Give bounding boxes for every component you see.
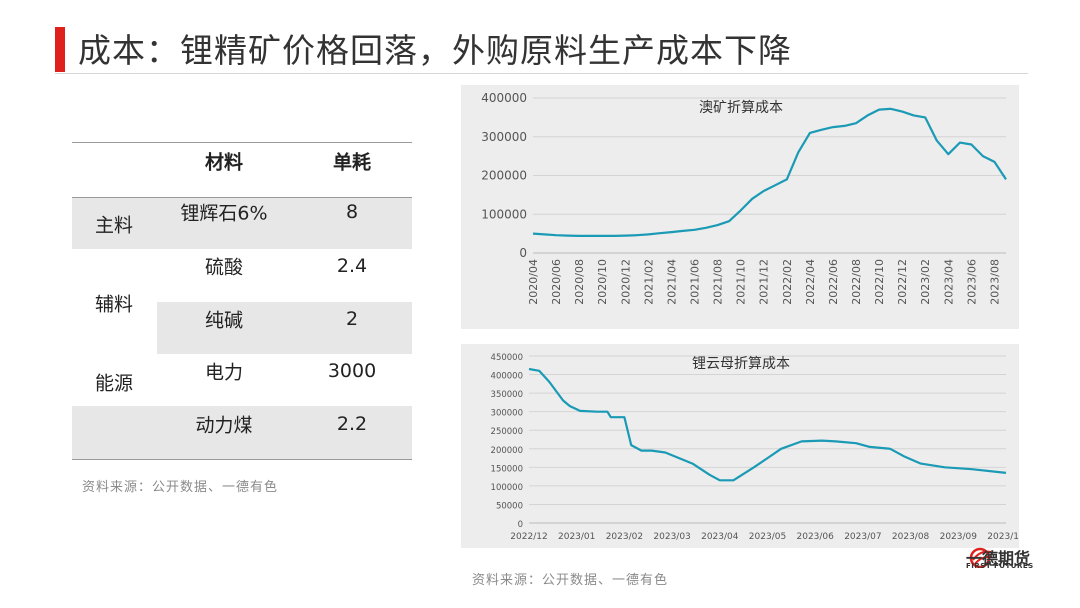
- table-top-border: [72, 142, 412, 143]
- group-main: 主料: [94, 214, 134, 237]
- y-tick-label: 150000: [491, 464, 523, 474]
- x-tick-label: 2023/09: [940, 532, 978, 542]
- x-tick-label: 2021/08: [712, 259, 725, 305]
- x-tick-label: 2020/08: [573, 259, 586, 305]
- x-tick-label: 2022/12: [510, 532, 547, 542]
- x-tick-label: 2021/06: [689, 259, 702, 305]
- title-accent-bar: [55, 27, 65, 72]
- x-tick-label: 2022/04: [804, 259, 817, 305]
- y-tick-label: 300000: [491, 409, 523, 419]
- x-tick-label: 2023/02: [606, 532, 643, 542]
- company-logo-name: 一德期货: [966, 549, 1031, 568]
- chart-title: 澳矿折算成本: [699, 100, 783, 116]
- x-tick-label: 2020/12: [619, 259, 632, 305]
- x-tick-label: 2023/02: [919, 259, 932, 305]
- group-energy: 能源: [94, 372, 134, 395]
- usage-cell: 8: [345, 201, 359, 223]
- series-line: [528, 367, 1007, 482]
- material-cell: 硫酸: [204, 256, 244, 279]
- chart-panel-lepidolite: 0 50000 100000 150000 200000 250000 300000 3500…: [461, 344, 1025, 548]
- usage-cell: 2.4: [336, 255, 368, 277]
- y-tick-label: 200000: [491, 446, 523, 456]
- source-note-right: 资料来源：公开数据、一德有色: [472, 573, 669, 588]
- series-line: [532, 107, 1007, 237]
- x-tick-label: 2023/06: [965, 259, 978, 305]
- x-tick-label: 2020/10: [596, 259, 609, 305]
- material-cell: 动力煤: [195, 414, 253, 437]
- x-tick-label: 2023/01: [558, 532, 595, 542]
- x-tick-label: 2023/03: [653, 532, 690, 542]
- x-tick-label: 2022/12: [896, 259, 909, 305]
- y-tick-label: 100000: [491, 483, 523, 493]
- x-tick-label: 2023/07: [844, 532, 881, 542]
- x-tick-label: 2022/10: [873, 259, 886, 305]
- company-logo-subtitle: FIRST FUTURES: [966, 562, 1034, 570]
- x-tick-label: 2023/05: [749, 532, 786, 542]
- y-tick-label: 400000: [491, 372, 523, 382]
- y-tick-label: 300000: [481, 130, 527, 144]
- y-tick-label: 400000: [481, 91, 527, 105]
- x-tick-label: 2020/04: [527, 259, 540, 305]
- australian-ore-cost-chart: 0 100000 200000 300000 400000 澳矿折算成本 2020/04 20…: [481, 91, 1007, 305]
- usage-cell: 3000: [327, 360, 377, 382]
- x-tick-label: 2021/04: [665, 259, 678, 305]
- y-tick-label: 0: [518, 520, 523, 530]
- material-cell: 锂辉石6%: [180, 202, 268, 225]
- consumption-table: 材料 单耗 主料 辅料 能源 锂辉石6% 8 硫酸 2.4 纯碱 2 电力 30…: [72, 142, 412, 460]
- table-bottom-border: [72, 459, 412, 460]
- x-tick-label: 2023/08: [892, 532, 930, 542]
- usage-cell: 2: [345, 308, 359, 330]
- header-usage: 单耗: [332, 151, 372, 174]
- x-tick-label: 2022/08: [850, 259, 863, 305]
- x-tick-label: 2020/06: [550, 259, 563, 305]
- table-header-border: [72, 197, 412, 198]
- x-tick-label: 2021/02: [642, 259, 655, 305]
- source-note-left: 资料来源：公开数据、一德有色: [82, 480, 279, 495]
- lepidolite-cost-chart: 0 50000 100000 150000 200000 250000 300000 3500…: [491, 353, 1025, 542]
- x-tick-label: 2023/10: [987, 532, 1019, 542]
- y-tick-label: 350000: [491, 390, 523, 400]
- y-tick-label: 250000: [491, 427, 523, 437]
- y-tick-label: 0: [519, 246, 527, 260]
- x-tick-label: 2023/08: [988, 259, 1001, 305]
- x-tick-label: 2022/06: [827, 259, 840, 305]
- x-tick-label: 2023/06: [797, 532, 835, 542]
- header-material: 材料: [204, 151, 244, 174]
- y-tick-label: 50000: [496, 501, 523, 511]
- x-tick-label: 2021/10: [735, 259, 748, 305]
- material-cell: 电力: [204, 361, 244, 384]
- y-tick-label: 100000: [481, 207, 527, 221]
- x-tick-label: 2021/12: [758, 259, 771, 305]
- usage-cell: 2.2: [336, 413, 368, 435]
- page-title: 成本：锂精矿价格回落，外购原料生产成本下降: [78, 31, 792, 70]
- title-divider: [55, 73, 1028, 74]
- row-bg-soda: [157, 302, 412, 354]
- row-bg-main: [72, 197, 412, 249]
- chart-panel-australian-ore: 0 100000 200000 300000 400000 澳矿折算成本 2020/04 20…: [461, 85, 1019, 329]
- x-tick-label: 2023/04: [701, 532, 739, 542]
- x-tick-label: 2022/02: [781, 259, 794, 305]
- x-tick-label: 2023/04: [942, 259, 955, 305]
- material-cell: 纯碱: [204, 309, 244, 332]
- chart-title: 锂云母折算成本: [692, 356, 790, 372]
- group-auxiliary: 辅料: [94, 293, 134, 316]
- row-bg-coal: [72, 406, 412, 460]
- y-tick-label: 450000: [491, 353, 523, 363]
- y-tick-label: 200000: [481, 169, 527, 183]
- company-logo-icon: [969, 547, 993, 568]
